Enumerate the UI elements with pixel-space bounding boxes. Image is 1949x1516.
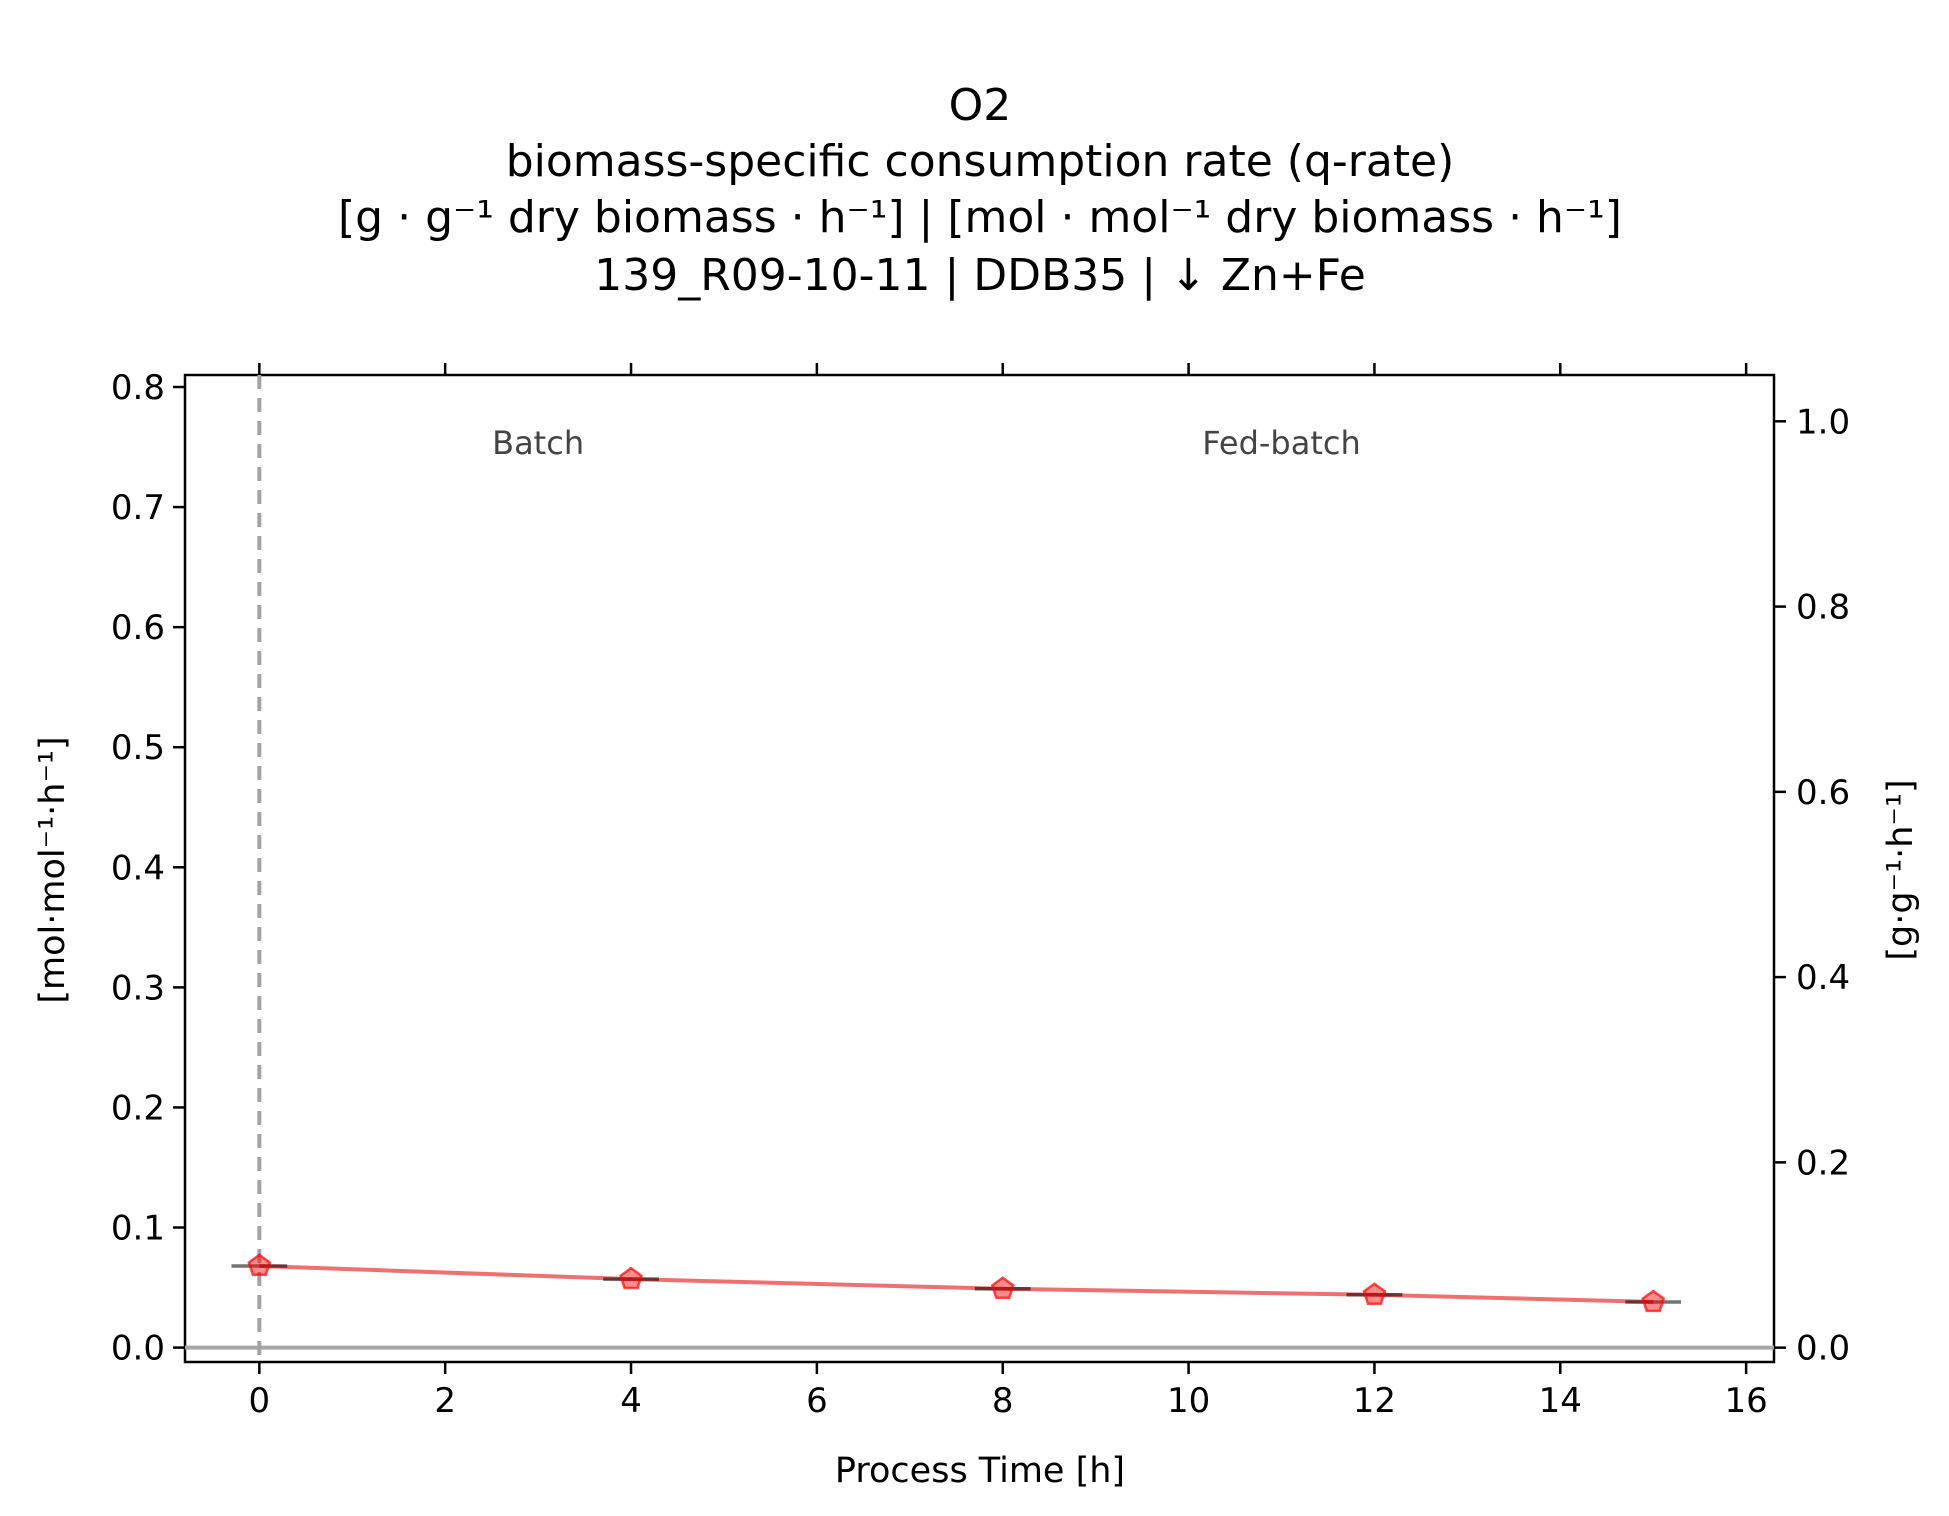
x-tick-label: 2 [434,1381,456,1421]
x-tick-label: 4 [620,1381,642,1421]
x-tick-label: 6 [806,1381,828,1421]
series-line-0 [259,1263,1654,1304]
y-left-tick-label: 0.7 [111,488,165,528]
phase-label-1: Fed-batch [1202,424,1361,462]
series-layer [231,1253,1682,1313]
title-line-3: [g · g⁻¹ dry biomass · h⁻¹] | [mol · mol… [338,192,1622,243]
data-point [990,1276,1015,1299]
y-left-tick-label: 0.4 [111,848,165,888]
x-tick-label: 10 [1167,1381,1210,1421]
y-right-tick-label: 0.8 [1796,588,1850,628]
phase-labels: Batch Fed-batch [492,424,1361,462]
title-line-2: biomass-specific consumption rate (q-rat… [506,136,1455,187]
x-tick-label: 14 [1539,1381,1582,1421]
phase-label-0: Batch [492,424,584,462]
y-right-tick-label: 0.0 [1796,1329,1850,1369]
y-left-axis-label: [mol·mol⁻¹·h⁻¹] [33,736,73,1003]
y-left-tick-label: 0.0 [111,1329,165,1369]
title-line-4: 139_R09-10-11 | DDB35 | ↓ Zn+Fe [594,250,1366,301]
y-right-tick-label: 0.2 [1796,1143,1850,1183]
chart-title: O2 biomass-specific consumption rate (q-… [338,80,1622,301]
x-axis-label: Process Time [h] [835,1451,1125,1491]
y-right-axis-ticks: 0.0 0.2 0.4 0.6 0.8 1.0 [1774,402,1850,1369]
data-point [247,1253,272,1277]
y-right-tick-label: 0.4 [1796,958,1850,998]
x-tick-label: 12 [1353,1381,1396,1421]
data-point [1362,1282,1387,1305]
x-tick-label: 8 [992,1381,1014,1421]
y-left-tick-label: 0.3 [111,968,165,1008]
title-line-1: O2 [949,80,1012,131]
y-left-tick-label: 0.5 [111,728,165,768]
x-tick-label: 16 [1724,1381,1767,1421]
data-point [619,1266,643,1290]
y-left-tick-label: 0.1 [111,1209,165,1249]
x-axis-ticks: 0 2 4 6 8 10 12 14 16 [249,1362,1768,1421]
y-left-axis-ticks: 0.0 0.1 0.2 0.3 0.4 0.5 0.6 0.7 0.8 [111,368,185,1369]
y-right-axis-label: [g·g⁻¹·h⁻¹] [1881,779,1921,960]
y-left-tick-label: 0.2 [111,1088,165,1128]
top-axis-ticks [258,363,1748,375]
data-point [1641,1289,1666,1313]
x-tick-label: 0 [249,1381,271,1421]
reference-lines [185,375,1774,1362]
y-right-tick-label: 1.0 [1796,402,1850,442]
y-right-tick-label: 0.6 [1796,773,1850,813]
plot-area [183,373,1776,1364]
y-left-tick-label: 0.6 [111,608,165,648]
y-left-tick-label: 0.8 [111,368,165,408]
